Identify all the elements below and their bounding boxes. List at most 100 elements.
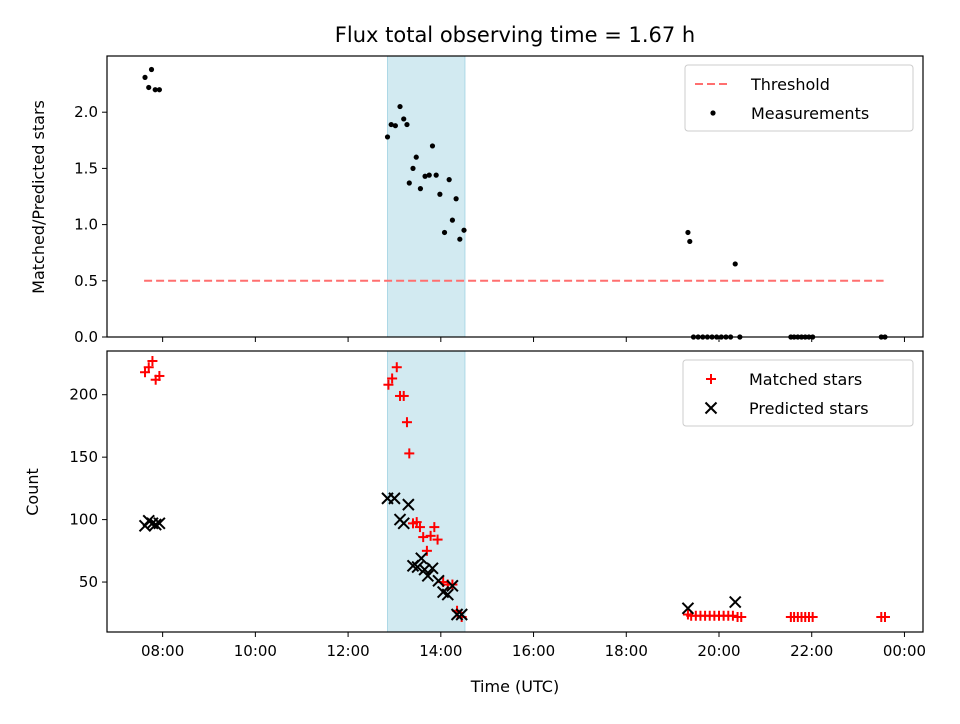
x-tick-label: 18:00 [605,642,648,660]
matched-star-point [143,362,154,373]
measurement-point [392,123,398,129]
x-tick-label: 08:00 [141,642,184,660]
predicted-star-point [411,560,424,574]
matched-star-point [418,532,429,543]
measurement-point [397,103,403,110]
matched-star-point [401,417,412,428]
predicted-star-point [421,569,435,583]
measurement-point [685,229,691,236]
y-tick-label: 2.0 [74,103,98,121]
legend-label: Predicted stars [749,399,869,418]
predicted-star-point [153,517,166,530]
y-tick-label: 0.5 [74,272,98,290]
y-tick-label: 100 [69,511,98,529]
bottom-panel: 08:00 10:00 12:00 14:00 16:00 18:00 20:00 22:00… [69,350,926,660]
predicted-star-point [388,492,401,505]
measurement-point [404,121,410,128]
measurement-point [148,66,155,73]
predicted-star-point [441,588,454,601]
legend-label: Matched stars [749,370,862,389]
matched-star-point [807,612,818,623]
axes-frame [106,350,924,633]
x-axis-label: Time (UTC) [470,677,559,696]
y-tick-label: 50 [79,573,98,591]
legend-predicted-swatch [704,401,718,415]
matched-star-point [154,370,165,381]
measurement-point [441,229,448,236]
legend-box [684,64,914,132]
y-tick-label: 0.0 [74,328,98,346]
predicted-star-point [415,552,428,565]
legend-matched-swatch [706,374,716,384]
measurement-point [417,186,424,192]
measurement-point [453,196,459,202]
measurement-point [406,180,412,186]
matched-star-point [432,534,443,545]
x-tick-label: 12:00 [326,642,369,660]
legend: Threshold Measurements [684,64,914,132]
measurement-point [433,172,439,178]
measurement-point [384,134,391,140]
matched-star-point [398,390,409,401]
measurement-point [152,87,158,93]
matched-star-point [414,522,425,533]
matched-star-point [736,612,747,623]
x-tick-label: 14:00 [419,642,462,660]
predicted-star-point [455,608,468,621]
measurement-point [413,154,419,160]
x-tick-label: 10:00 [234,642,277,660]
matched-star-point [429,522,440,533]
predicted-star-point [450,608,464,621]
measurement-point [410,165,416,171]
legend-label: Measurements [751,104,869,123]
predicted-star-point [729,595,742,609]
y-tick-label: 1.5 [74,159,98,177]
series-measurements [142,66,888,340]
legend-label: Threshold [750,75,830,94]
measurement-point [401,116,407,122]
legend-measurement-swatch [710,110,716,116]
measurement-point [461,227,467,233]
measurement-point [388,121,394,128]
series-matched-stars [140,355,890,623]
legend-box [682,359,914,427]
matched-star-point [147,355,158,366]
x-tick-label: 22:00 [790,642,833,660]
y-tick-label: 200 [69,386,98,404]
predicted-star-point [432,574,445,588]
predicted-star-point [149,518,162,531]
matched-star-point [383,379,394,390]
y-tick-label: 1.0 [74,216,98,234]
top-panel: 0.0 0.5 1.0 1.5 2.0 Threshold Measurements [74,55,924,346]
matched-star-point [879,612,890,623]
matched-star-point [391,362,402,373]
measurement-point [437,191,443,197]
predicted-star-point [681,602,695,615]
measurement-point [422,173,428,179]
y-tick-label: 150 [69,448,98,466]
predicted-star-point [426,562,439,575]
figure-title: Flux total observing time = 1.67 h [335,23,695,47]
predicted-star-point [397,517,410,530]
predicted-star-point [402,498,415,511]
x-tick-label: 00:00 [883,642,926,660]
matched-star-point [727,610,738,621]
bottom-y-axis-label: Count [23,468,42,516]
measurement-point [687,238,693,245]
measurement-point [156,87,162,93]
measurement-point [732,261,738,267]
x-tick-label: 16:00 [512,642,555,660]
measurement-point [146,84,152,91]
measurement-point [426,172,432,178]
measurement-point [429,143,436,149]
measurement-point [446,177,452,183]
series-predicted-stars [138,492,742,621]
matched-star-point [404,448,415,459]
measurement-point [142,74,148,80]
measurement-point [457,236,463,242]
predicted-star-point [446,579,459,592]
matched-star-point [425,530,436,541]
legend: Matched stars Predicted stars [682,359,914,427]
